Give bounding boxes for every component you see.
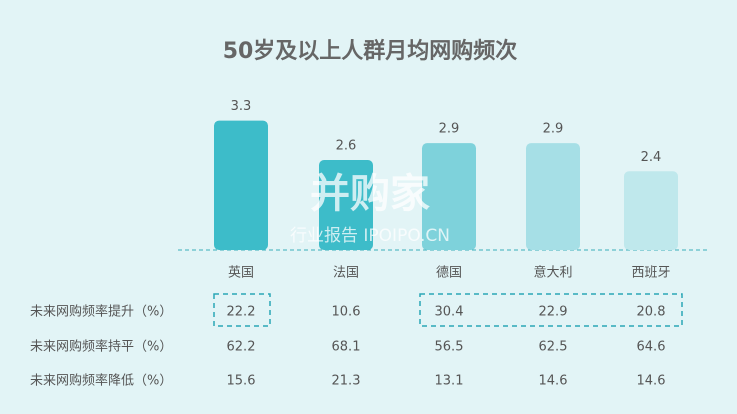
table-cell: 68.1 — [332, 340, 361, 355]
watermark: 行业报告 IPOIPO.CN — [290, 226, 450, 246]
chart-title: 50岁及以上人群月均网购频次 — [223, 38, 518, 64]
bar — [214, 120, 268, 250]
table-cell: 56.5 — [435, 340, 464, 355]
table-cell: 62.5 — [539, 340, 568, 355]
data-label: 2.9 — [439, 122, 460, 137]
x-tick-label: 德国 — [436, 266, 462, 281]
bar — [422, 143, 476, 250]
row-label: 未来网购频率持平（%） — [30, 339, 172, 355]
data-label: 2.4 — [641, 150, 662, 165]
table-cell: 62.2 — [227, 340, 256, 355]
table-cell: 64.6 — [637, 340, 666, 355]
watermark: 并购家 — [310, 171, 430, 217]
highlight-box — [419, 293, 683, 327]
table-cell: 21.3 — [332, 374, 361, 389]
highlight-box — [213, 293, 271, 327]
x-tick-label: 西班牙 — [631, 266, 670, 281]
row-label: 未来网购频率提升（%） — [30, 304, 172, 320]
table-cell: 10.6 — [332, 305, 361, 320]
table-cell: 13.1 — [435, 374, 464, 389]
table-cell: 20.8 — [637, 305, 666, 320]
x-tick-label: 英国 — [228, 266, 254, 281]
data-label: 2.6 — [336, 139, 357, 154]
bar — [624, 171, 678, 250]
bar — [526, 143, 580, 250]
table-cell: 14.6 — [539, 374, 568, 389]
table-cell: 22.9 — [539, 305, 568, 320]
x-tick-label: 法国 — [333, 266, 359, 281]
data-label: 3.3 — [231, 99, 252, 114]
bar — [319, 160, 373, 250]
row-label: 未来网购频率降低（%） — [30, 373, 172, 389]
x-tick-label: 意大利 — [533, 265, 572, 281]
table-cell: 30.4 — [435, 305, 464, 320]
table-cell: 15.6 — [227, 374, 256, 389]
bars: 3.3 2.6 2.9 2.9 2.4 — [214, 99, 678, 250]
table-cell: 14.6 — [637, 374, 666, 389]
table-cell: 22.2 — [227, 305, 256, 320]
data-label: 2.9 — [543, 122, 564, 137]
